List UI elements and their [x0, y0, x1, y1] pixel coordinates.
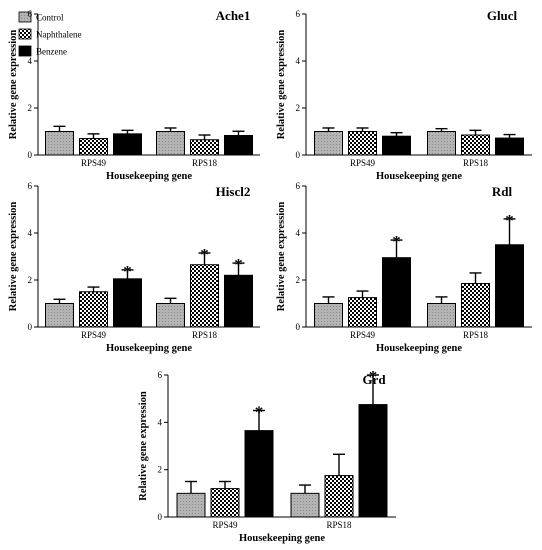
bar-benzene-rps49	[383, 258, 411, 327]
bar-control-rps49	[46, 132, 74, 156]
bar-control-rps49	[315, 132, 343, 156]
chart-title: Hiscl2	[216, 184, 251, 199]
x-axis-title: Housekeeping gene	[376, 171, 462, 182]
significance-star: *	[200, 245, 209, 264]
x-tick-label: RPS18	[192, 158, 218, 168]
y-axis-title: Relative gene expression	[138, 391, 149, 501]
bar-control-rps18	[157, 132, 185, 156]
x-tick-label: RPS18	[192, 330, 218, 340]
x-tick-label: RPS49	[350, 158, 376, 168]
chart-title: Rdl	[492, 184, 513, 199]
bar-control-rps49	[315, 304, 343, 328]
bar-naphthalene-rps49	[349, 298, 377, 327]
legend-item-control: Control	[19, 12, 64, 23]
bar-naphthalene-rps18	[462, 135, 490, 155]
bar-naphthalene-rps18	[325, 476, 353, 517]
bar-benzene-rps49	[114, 279, 142, 327]
bar-control-rps49	[46, 304, 74, 328]
y-tick-label: 2	[296, 275, 301, 285]
y-tick-label: 6	[296, 9, 301, 19]
bar-benzene-rps18	[359, 405, 387, 517]
y-tick-label: 4	[28, 228, 33, 238]
x-tick-label: RPS49	[350, 330, 376, 340]
bar-naphthalene-rps49	[349, 132, 377, 156]
bar-control-rps18	[157, 304, 185, 328]
significance-star: *	[123, 262, 132, 281]
x-axis-title: Housekeeping gene	[239, 533, 325, 544]
bar-control-rps18	[291, 493, 319, 517]
bar-naphthalene-rps49	[80, 139, 108, 155]
y-tick-label: 4	[158, 417, 163, 427]
chart-panel-rdl: 0 2 4 6 Relative gene expression Rdl * RPS49 * RP…	[276, 181, 532, 354]
bar-naphthalene-rps49	[211, 489, 239, 517]
bar-benzene-rps18	[225, 275, 253, 327]
bar-naphthalene-rps49	[80, 292, 108, 327]
y-tick-label: 6	[28, 9, 33, 19]
y-tick-label: 2	[296, 103, 301, 113]
bar-benzene-rps49	[383, 136, 411, 155]
bar-benzene-rps49	[245, 431, 273, 517]
y-tick-label: 0	[28, 322, 33, 332]
y-tick-label: 2	[28, 103, 33, 113]
y-tick-label: 6	[28, 181, 33, 191]
y-axis-title: Relative gene expression	[276, 202, 287, 312]
y-tick-label: 0	[296, 150, 301, 160]
y-tick-label: 4	[296, 228, 301, 238]
significance-star: *	[255, 403, 264, 422]
bar-benzene-rps18	[496, 138, 524, 155]
x-tick-label: RPS49	[81, 330, 107, 340]
bar-naphthalene-rps18	[191, 265, 219, 327]
chart-panels: 0 2 4 6 Relative gene expression Ache1 RPS49 RP…	[8, 8, 532, 544]
y-tick-label: 0	[158, 512, 163, 522]
x-tick-label: RPS18	[326, 520, 352, 530]
chart-title: Ache1	[216, 8, 251, 23]
y-axis-title: Relative gene expression	[8, 30, 19, 140]
x-tick-label: RPS49	[212, 520, 238, 530]
legend-label-control: Control	[36, 13, 64, 23]
y-axis-title: Relative gene expression	[8, 202, 19, 312]
x-tick-label: RPS18	[463, 158, 489, 168]
bar-control-rps18	[428, 132, 456, 156]
y-tick-label: 2	[28, 275, 33, 285]
bar-control-rps18	[428, 304, 456, 328]
bar-benzene-rps18	[225, 135, 253, 155]
legend-item-naphthalene: Naphthalene	[19, 29, 81, 40]
x-tick-label: RPS18	[463, 330, 489, 340]
legend-label-naphthalene: Naphthalene	[36, 30, 81, 40]
legend-item-benzene: Benzene	[19, 46, 67, 57]
significance-star: *	[392, 232, 401, 251]
bar-naphthalene-rps18	[191, 140, 219, 155]
bar-benzene-rps18	[496, 245, 524, 327]
y-tick-label: 4	[28, 56, 33, 66]
legend-label-benzene: Benzene	[36, 47, 67, 57]
legend-swatch-naphthalene	[19, 29, 31, 39]
significance-star: *	[234, 255, 243, 274]
bar-control-rps49	[177, 493, 205, 517]
y-tick-label: 4	[296, 56, 301, 66]
legend-swatch-benzene	[19, 46, 31, 56]
x-tick-label: RPS49	[81, 158, 107, 168]
x-axis-title: Housekeeping gene	[376, 343, 462, 354]
y-axis-title: Relative gene expression	[276, 30, 287, 140]
x-axis-title: Housekeeping gene	[106, 343, 192, 354]
x-axis-title: Housekeeping gene	[106, 171, 192, 182]
significance-star: *	[505, 211, 514, 230]
bar-naphthalene-rps18	[462, 284, 490, 327]
y-tick-label: 0	[296, 322, 301, 332]
bar-benzene-rps49	[114, 134, 142, 155]
y-tick-label: 0	[28, 150, 33, 160]
y-tick-label: 2	[158, 465, 163, 475]
significance-star: *	[369, 367, 378, 386]
y-tick-label: 6	[158, 370, 163, 380]
chart-panel-glucl: 0 2 4 6 Relative gene expression Glucl RPS49 RP…	[276, 8, 532, 182]
y-tick-label: 6	[296, 181, 301, 191]
chart-panel-hiscl2: 0 2 4 6 Relative gene expression Hiscl2 * RPS49…	[8, 181, 260, 354]
chart-title: Glucl	[487, 8, 518, 23]
